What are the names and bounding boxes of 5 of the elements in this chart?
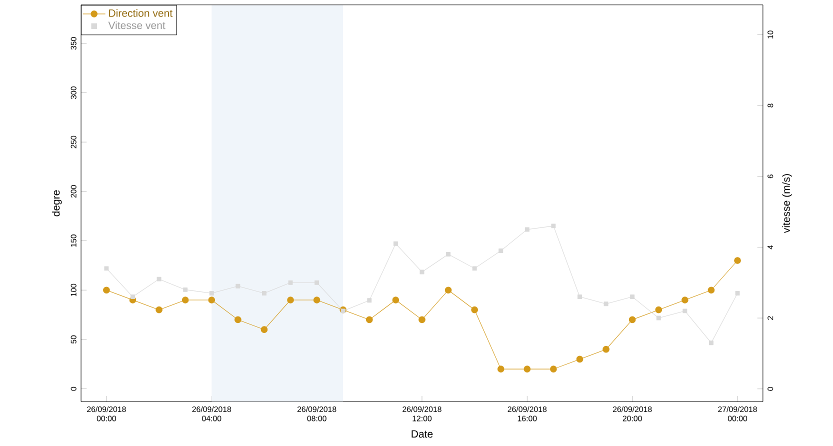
legend-label: Vitesse vent <box>108 21 166 30</box>
y2-axis-title: vitesse (m/s) <box>782 174 792 234</box>
legend-label: Direction vent <box>109 9 172 17</box>
y-axis-title: degre <box>52 190 62 216</box>
x-axis-title: Date <box>412 430 433 438</box>
